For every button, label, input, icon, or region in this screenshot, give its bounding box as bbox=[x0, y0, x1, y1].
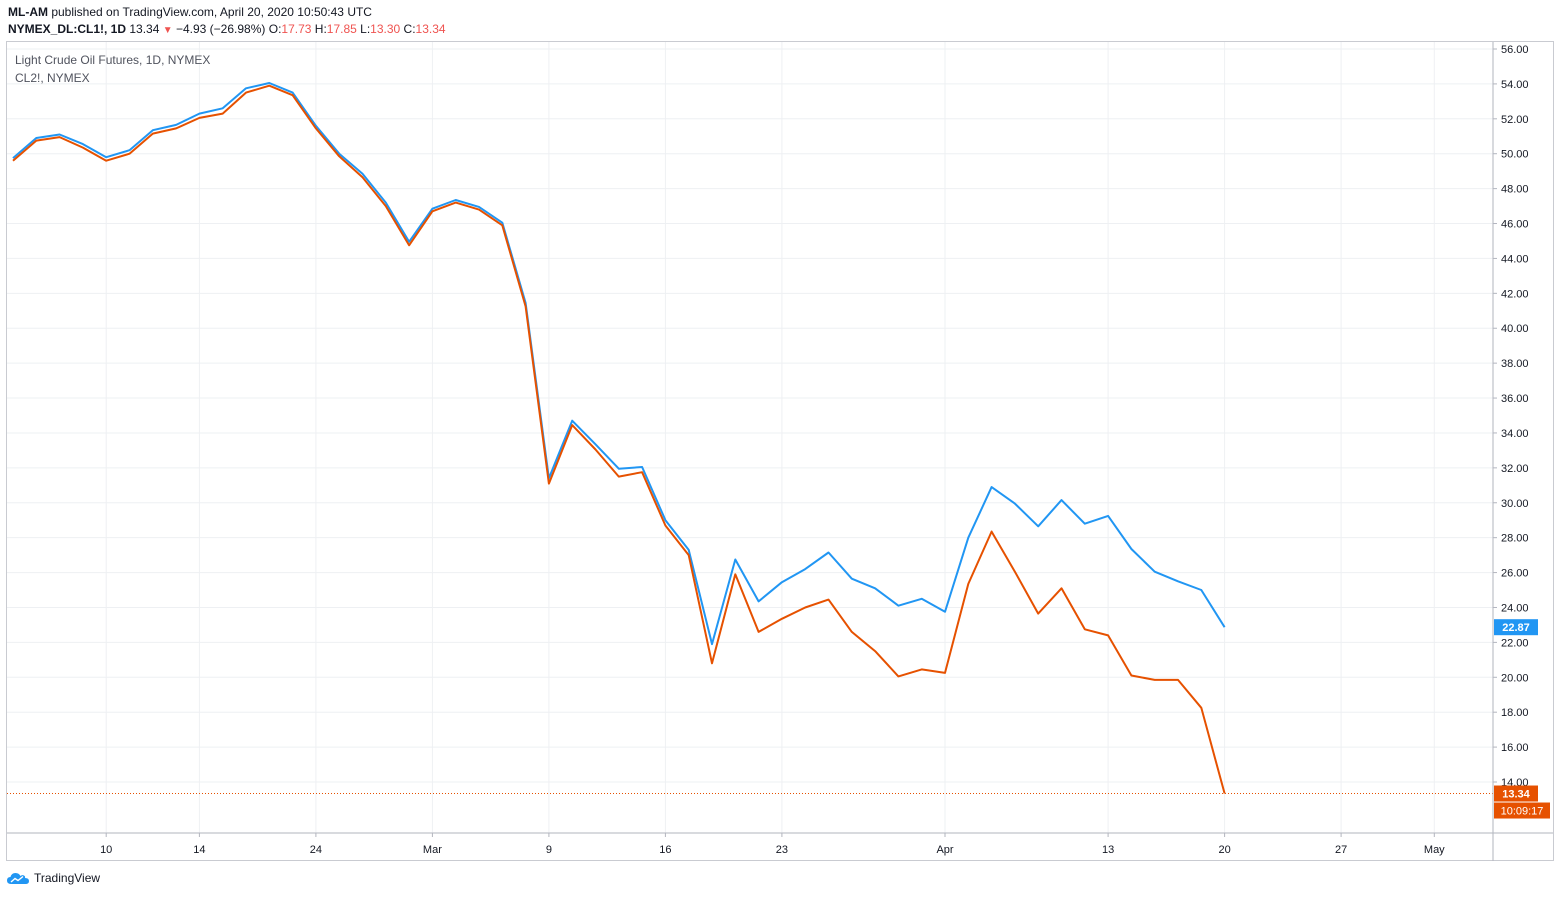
y-tick-label: 32.00 bbox=[1501, 463, 1529, 475]
last-value-badge bbox=[1494, 619, 1538, 636]
author-name[interactable]: ML-AM bbox=[8, 5, 48, 19]
y-tick-label: 44.00 bbox=[1501, 253, 1529, 265]
x-tick-label: Mar bbox=[423, 844, 442, 856]
x-tick-label: May bbox=[1424, 844, 1445, 856]
chart-frame[interactable] bbox=[6, 41, 1554, 861]
price-change: −4.93 (−26.98%) bbox=[175, 22, 266, 36]
y-tick-label: 40.00 bbox=[1501, 323, 1529, 335]
countdown-badge bbox=[1494, 802, 1550, 819]
series-line-cl2 bbox=[12, 82, 1226, 646]
high-label: H: bbox=[314, 22, 327, 36]
y-tick-label: 20.00 bbox=[1501, 672, 1529, 684]
publish-date: published on TradingView.com, April 20, … bbox=[51, 5, 372, 19]
x-tick-label: Apr bbox=[936, 844, 953, 856]
x-tick-label: 27 bbox=[1335, 844, 1347, 856]
close-value: 13.34 bbox=[415, 22, 446, 36]
y-tick-label: 24.00 bbox=[1501, 602, 1529, 614]
chart-grid bbox=[7, 42, 1493, 833]
countdown-label: 10:09:17 bbox=[1501, 806, 1544, 818]
series-line-cl1 bbox=[12, 84, 1226, 794]
chart-title: Light Crude Oil Futures, 1D, NYMEX bbox=[15, 53, 211, 67]
time-axis: 10 14 24 Mar 9 16 23 Apr 13 20 27 May bbox=[7, 832, 1553, 856]
x-tick-label: 23 bbox=[776, 844, 788, 856]
footer-brand: TradingView bbox=[34, 871, 101, 885]
price-axis: 56.00 54.00 52.00 50.00 48.00 46.00 44.00 42.00… bbox=[1492, 42, 1550, 861]
last-value-label: 22.87 bbox=[1502, 622, 1530, 634]
x-tick-label: 16 bbox=[659, 844, 671, 856]
x-tick-label: 13 bbox=[1102, 844, 1114, 856]
y-tick-label: 42.00 bbox=[1501, 288, 1529, 300]
y-tick-label: 50.00 bbox=[1501, 149, 1529, 161]
x-tick-label: 14 bbox=[193, 844, 205, 856]
y-tick-label: 56.00 bbox=[1501, 44, 1529, 56]
y-tick-label: 54.00 bbox=[1501, 79, 1529, 91]
y-tick-label: 48.00 bbox=[1501, 184, 1529, 196]
x-tick-label: 20 bbox=[1218, 844, 1230, 856]
y-tick-label: 38.00 bbox=[1501, 358, 1529, 370]
y-tick-label: 34.00 bbox=[1501, 428, 1529, 440]
ohlc-header: NYMEX_DL:CL1!, 1D 13.34 ▼ −4.93 (−26.98%… bbox=[8, 22, 446, 36]
y-tick-label: 52.00 bbox=[1501, 114, 1529, 126]
low-value: 13.30 bbox=[370, 22, 401, 36]
chart-subtitle: CL2!, NYMEX bbox=[15, 71, 90, 85]
y-tick-label: 16.00 bbox=[1501, 742, 1529, 754]
x-tick-label: 9 bbox=[546, 844, 552, 856]
last-value-badge bbox=[1494, 785, 1538, 802]
publish-info: ML-AM published on TradingView.com, Apri… bbox=[8, 5, 372, 19]
y-tick-label: 22.00 bbox=[1501, 637, 1529, 649]
open-label: O: bbox=[268, 22, 282, 36]
y-tick-label: 30.00 bbox=[1501, 498, 1529, 510]
y-tick-label: 18.00 bbox=[1501, 707, 1529, 719]
y-tick-label: 26.00 bbox=[1501, 568, 1529, 580]
y-tick-label: 46.00 bbox=[1501, 219, 1529, 231]
tradingview-logo[interactable]: TradingView bbox=[6, 871, 100, 885]
down-arrow-icon: ▼ bbox=[162, 25, 173, 36]
y-tick-label: 28.00 bbox=[1501, 533, 1529, 545]
chart-series bbox=[7, 82, 1493, 795]
last-price: 13.34 bbox=[129, 22, 160, 36]
low-label: L: bbox=[360, 22, 371, 36]
close-label: C: bbox=[403, 22, 416, 36]
x-tick-label: 10 bbox=[100, 844, 112, 856]
x-tick-label: 24 bbox=[310, 844, 322, 856]
open-value: 17.73 bbox=[281, 22, 312, 36]
cloud-icon bbox=[7, 873, 29, 884]
last-value-label: 13.34 bbox=[1502, 789, 1530, 801]
high-value: 17.85 bbox=[326, 22, 357, 36]
symbol-label: NYMEX_DL:CL1!, 1D bbox=[8, 22, 127, 36]
y-tick-label: 36.00 bbox=[1501, 393, 1529, 405]
